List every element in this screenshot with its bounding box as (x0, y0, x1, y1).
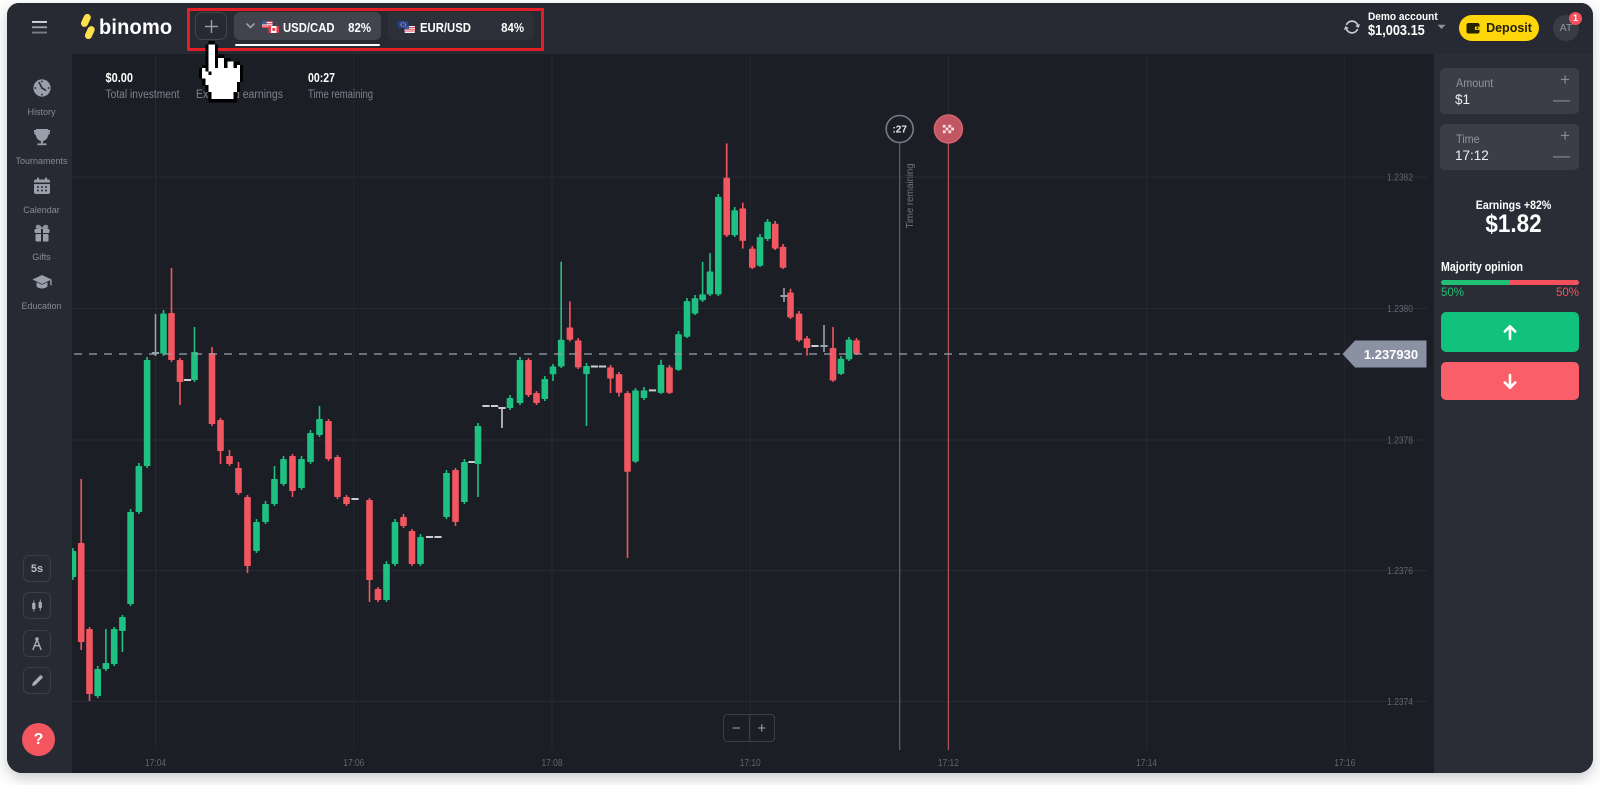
svg-text::27: :27 (892, 125, 907, 136)
svg-text:1.2374: 1.2374 (1387, 697, 1413, 708)
svg-text:17:08: 17:08 (542, 757, 563, 769)
svg-text:17:10: 17:10 (740, 757, 761, 769)
svg-text:00:27: 00:27 (308, 71, 335, 85)
svg-text:Time remaining: Time remaining (904, 163, 916, 228)
svg-text:17:04: 17:04 (145, 757, 166, 769)
svg-text:17:12: 17:12 (938, 757, 959, 769)
svg-text:Total investment: Total investment (106, 89, 181, 101)
svg-text:Time remaining: Time remaining (308, 89, 373, 101)
svg-text:1.2380: 1.2380 (1387, 304, 1413, 315)
svg-text:1.2378: 1.2378 (1387, 436, 1413, 447)
svg-text:1.2376: 1.2376 (1387, 566, 1413, 577)
svg-text:17:14: 17:14 (1136, 757, 1157, 769)
svg-text:$0.00: $0.00 (106, 71, 134, 85)
svg-text:17:16: 17:16 (1334, 757, 1355, 769)
svg-text:1.237930: 1.237930 (1364, 347, 1418, 362)
svg-text:17:06: 17:06 (343, 757, 364, 769)
svg-text:1.2382: 1.2382 (1387, 173, 1413, 184)
